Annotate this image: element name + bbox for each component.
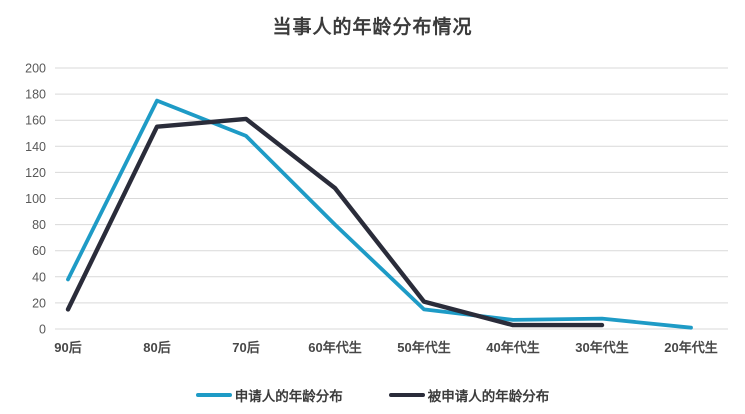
y-tick-label: 60 xyxy=(32,244,46,258)
applicant-line-swatch-icon xyxy=(195,393,232,397)
legend-item-respondent: 被申请人的年龄分布 xyxy=(388,385,550,405)
x-tick-label: 30年代生 xyxy=(575,340,628,355)
series-line-0 xyxy=(66,98,693,330)
y-tick-label: 80 xyxy=(32,218,46,232)
series-line-1 xyxy=(65,116,605,328)
x-tick-label: 50年代生 xyxy=(397,340,450,355)
plot-area: 0 20 40 60 80 100 120 140 160 180 200 90后 80后 70后 60年代… xyxy=(25,62,728,355)
y-tick-label: 120 xyxy=(25,166,46,180)
respondent-line-swatch-icon xyxy=(388,393,425,397)
x-tick-label: 90后 xyxy=(54,340,81,355)
y-tick-label: 0 xyxy=(39,323,46,337)
legend-label-respondent: 被申请人的年龄分布 xyxy=(427,389,550,404)
x-tick-label: 80后 xyxy=(143,340,170,355)
x-tick-label: 60年代生 xyxy=(308,340,361,355)
chart-legend: 申请人的年龄分布 被申请人的年龄分布 xyxy=(0,385,745,405)
legend-item-applicant: 申请人的年龄分布 xyxy=(195,385,343,405)
x-tick-label: 40年代生 xyxy=(486,340,539,355)
y-tick-label: 40 xyxy=(32,270,46,284)
y-tick-label: 180 xyxy=(25,88,46,102)
y-tick-label: 140 xyxy=(25,140,46,154)
y-tick-label: 20 xyxy=(32,296,46,310)
chart-title: 当事人的年龄分布情况 xyxy=(272,17,473,38)
y-tick-label: 100 xyxy=(25,192,46,206)
y-tick-label: 160 xyxy=(25,114,46,128)
legend-label-applicant: 申请人的年龄分布 xyxy=(234,389,343,404)
x-tick-label: 70后 xyxy=(232,340,259,355)
y-tick-label: 200 xyxy=(25,62,46,76)
x-tick-label: 20年代生 xyxy=(664,340,717,355)
